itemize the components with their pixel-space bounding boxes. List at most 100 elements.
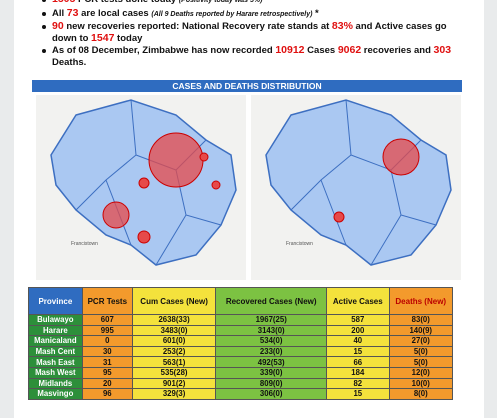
table-cell: 563(1): [131, 356, 217, 368]
table-cell: 339(0): [215, 366, 328, 379]
table-cell: Mash East: [28, 356, 83, 368]
table-row: Mash West 95 535(28) 339(0) 184 12(0): [28, 366, 453, 379]
table-cell: 95: [81, 366, 133, 379]
bullet-text: 9062: [337, 44, 362, 56]
bullet-text: 1547: [91, 31, 115, 44]
bullet: 1505 PCR tests done today (Positivity to…: [40, 0, 470, 7]
bullet: As of 08 December, Zimbabwe has now reco…: [40, 44, 470, 68]
table-row: Manicaland 0 601(0) 534(0) 40 27(0): [28, 335, 453, 347]
table-cell: 184: [326, 366, 390, 379]
section-title: CASES AND DEATHS DISTRIBUTION: [32, 80, 462, 92]
table-cell: 492(53): [215, 356, 328, 368]
bullet-text: *: [312, 7, 319, 19]
table-cell: Mash West: [28, 366, 83, 379]
bullet-text: 90: [52, 20, 64, 32]
bullet-text: (Positivity today was 5%): [178, 0, 263, 4]
table-cell: Manicaland: [28, 335, 83, 347]
bullet-text: are local cases: [78, 7, 152, 19]
bullet-text: All: [52, 7, 67, 19]
table-cell: 200: [326, 324, 390, 337]
table-cell: 66: [326, 356, 390, 368]
table-cell: 10(0): [388, 377, 453, 390]
bullet-text: Cases: [304, 45, 338, 56]
infographic: 1505 PCR tests done today (Positivity to…: [14, 0, 484, 418]
map: Francistown: [36, 95, 246, 280]
table-cell: 2638(33): [131, 314, 217, 326]
bullet-text: 83%: [331, 20, 353, 32]
table-row: Bulawayo 607 2638(33) 1967(25) 587 83(0): [28, 314, 453, 326]
table-cell: 5(0): [388, 345, 453, 358]
table-cell: 20: [81, 377, 133, 390]
header-cell: PCR Tests: [81, 287, 133, 315]
province-table: Province PCR Tests Cum Cases (New) Recovere…: [28, 287, 453, 400]
bullet-text: 1505: [52, 0, 75, 5]
table-cell: Harare: [28, 324, 83, 337]
map-label: Francistown: [286, 241, 313, 247]
table-cell: 3483(0): [131, 324, 217, 337]
table-cell: 140(9): [388, 324, 453, 337]
table-row: Mash East 31 563(1) 492(53) 66 5(0): [28, 356, 453, 368]
table-cell: 607: [81, 314, 133, 326]
bullet-text: PCR tests done today: [75, 0, 178, 5]
table-cell: 83(0): [388, 314, 453, 326]
header-row: Province PCR Tests Cum Cases (New) Recovere…: [28, 287, 453, 315]
table-cell: 5(0): [388, 356, 453, 368]
bullet-text: 10912: [275, 44, 305, 56]
table-cell: 27(0): [388, 335, 453, 347]
table-cell: 901(2): [131, 377, 217, 390]
table-row: Mash Cent 30 253(2) 233(0) 15 5(0): [28, 345, 453, 358]
table-cell: 253(2): [131, 345, 217, 358]
province-borders: [290, 99, 437, 266]
table-cell: 3143(0): [215, 324, 328, 337]
bullet-text: Deaths.: [52, 56, 87, 68]
bullet-text: 73: [66, 6, 79, 19]
bubble: [199, 152, 209, 162]
table-cell: Masvingo: [28, 388, 83, 400]
table-cell: 15: [326, 388, 390, 400]
bullet-text: today: [114, 32, 143, 44]
bubble: [138, 177, 150, 189]
map-label: Francistown: [71, 241, 98, 247]
header-cell: Active Cases: [326, 287, 390, 315]
table-cell: 601(0): [131, 335, 217, 347]
table-cell: 8(0): [388, 388, 453, 400]
table-cell: 12(0): [388, 366, 453, 379]
bullet-text: new recoveries reported: National Recove…: [63, 21, 332, 32]
table-row: Harare 995 3483(0) 3143(0) 200 140(9): [28, 324, 453, 337]
bubble: [211, 180, 221, 190]
map: Francistown: [251, 95, 461, 280]
table-cell: 809(0): [215, 377, 328, 390]
bullet: All 73 are local cases (All 9 Deaths rep…: [40, 6, 470, 21]
bubble: [148, 132, 204, 188]
table-cell: 31: [81, 356, 133, 368]
table-cell: 995: [81, 324, 133, 337]
bullet-text: As of 08 December, Zimbabwe has now reco…: [52, 45, 276, 56]
bubble: [102, 201, 130, 229]
bullet-text: (All 9 Deaths reported by Harare retrosp…: [151, 10, 313, 18]
header-cell: Recovered Cases (New): [215, 287, 328, 315]
table-cell: Midlands: [28, 377, 83, 390]
bullet-list: 1505 PCR tests done today (Positivity to…: [40, 0, 470, 69]
table-cell: 30: [81, 345, 133, 358]
bullet-text: and Active cases go down to: [52, 21, 447, 44]
table-cell: 82: [326, 377, 390, 390]
table-cell: 233(0): [215, 345, 328, 358]
table-cell: 0: [81, 335, 133, 347]
table-cell: 329(3): [131, 388, 217, 400]
bubble: [333, 211, 345, 223]
table-row: Midlands 20 901(2) 809(0) 82 10(0): [28, 377, 453, 390]
header-cell: Province: [28, 287, 83, 315]
table-cell: 1967(25): [215, 314, 328, 326]
bullet: 90 new recoveries reported: National Rec…: [40, 20, 470, 44]
table-cell: 15: [326, 345, 390, 358]
header-cell: Cum Cases (New): [131, 287, 217, 315]
bullet-text: 303: [433, 44, 452, 56]
table-row: Masvingo 96 329(3) 306(0) 15 8(0): [28, 388, 453, 400]
table-cell: Bulawayo: [28, 314, 83, 326]
table-cell: 40: [326, 335, 390, 347]
table-cell: 535(28): [131, 366, 217, 379]
table-cell: 306(0): [215, 388, 328, 400]
bullet-text: recoveries and: [361, 45, 434, 56]
table-cell: 587: [326, 314, 390, 326]
